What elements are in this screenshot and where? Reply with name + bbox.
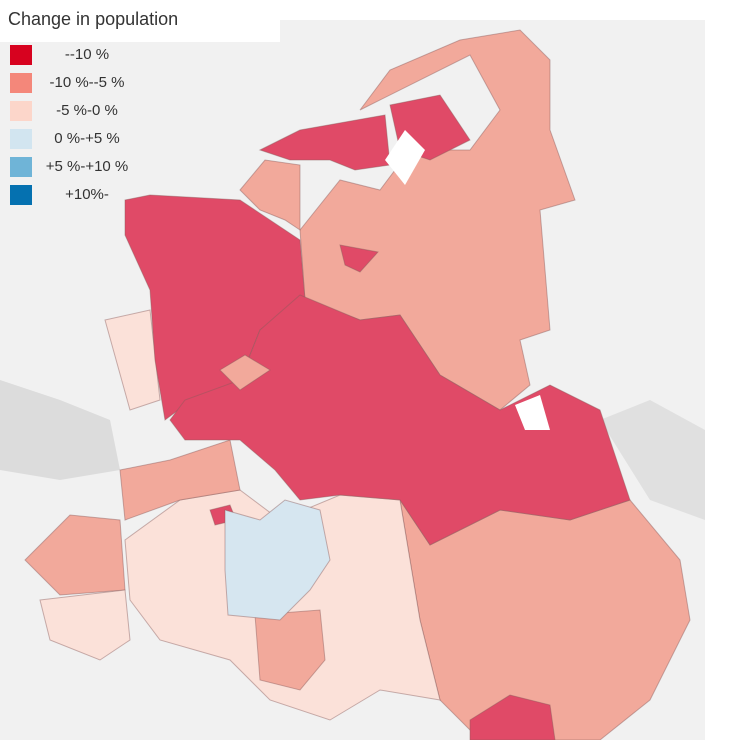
legend-title-box	[0, 0, 280, 42]
basemap-water	[600, 400, 705, 520]
legend-swatch	[10, 129, 32, 149]
legend-label: 0 %-+5 %	[54, 130, 119, 147]
region	[254, 609, 326, 691]
legend: --10 % -10 %--5 % -5 %-0 % 0 %-+5 % +5 %-+10…	[10, 45, 128, 205]
regions	[24, 29, 691, 740]
region	[258, 114, 391, 171]
legend-swatch	[10, 45, 32, 65]
legend-title: Change in population	[8, 9, 178, 29]
region	[219, 354, 271, 391]
legend-label: +10%-	[65, 186, 109, 203]
region	[119, 439, 241, 521]
region	[24, 514, 126, 596]
legend-label: -5 %-0 %	[56, 102, 118, 119]
basemap-water	[0, 380, 120, 480]
region	[104, 309, 161, 411]
region	[469, 694, 556, 740]
legend-swatch	[10, 185, 32, 205]
legend-label: -10 %--5 %	[49, 74, 124, 91]
region	[39, 589, 131, 661]
legend-swatch	[10, 73, 32, 93]
region	[339, 244, 379, 273]
gap	[515, 395, 550, 430]
legend-label: --10 %	[65, 46, 109, 63]
legend-swatch	[10, 101, 32, 121]
region	[224, 499, 331, 621]
region	[239, 159, 301, 231]
region	[169, 294, 631, 546]
legend-label: +5 %-+10 %	[46, 158, 129, 175]
gap	[385, 130, 425, 185]
legend-swatch	[10, 157, 32, 177]
